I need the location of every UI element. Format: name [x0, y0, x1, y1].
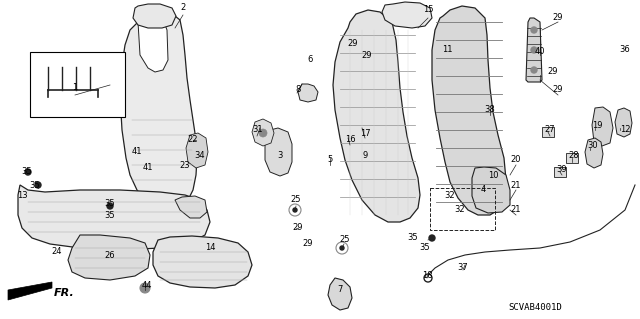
Polygon shape [328, 278, 352, 310]
Polygon shape [175, 196, 207, 218]
Text: 25: 25 [291, 196, 301, 204]
Text: 41: 41 [132, 147, 142, 157]
Text: 8: 8 [295, 85, 301, 94]
Text: 13: 13 [17, 191, 28, 201]
Circle shape [531, 67, 537, 73]
Circle shape [340, 246, 344, 250]
Text: 3: 3 [277, 151, 283, 160]
Text: 34: 34 [195, 151, 205, 160]
Polygon shape [615, 108, 632, 137]
Text: 40: 40 [535, 48, 545, 56]
Text: 28: 28 [569, 151, 579, 160]
Polygon shape [542, 127, 554, 137]
Text: 11: 11 [442, 46, 452, 55]
Text: FR.: FR. [54, 288, 75, 298]
Text: 31: 31 [253, 125, 263, 135]
Text: 2: 2 [180, 4, 186, 12]
Text: 37: 37 [458, 263, 468, 272]
Text: 29: 29 [553, 12, 563, 21]
Text: 35: 35 [29, 181, 40, 189]
Circle shape [107, 203, 113, 209]
Polygon shape [133, 4, 176, 28]
Circle shape [531, 47, 537, 53]
Text: 14: 14 [205, 243, 215, 253]
Polygon shape [68, 235, 150, 280]
Bar [430, 188, 495, 230]
Text: 32: 32 [454, 205, 465, 214]
Circle shape [429, 235, 435, 241]
Text: 16: 16 [345, 136, 355, 145]
Circle shape [35, 182, 41, 188]
Text: 29: 29 [303, 239, 313, 248]
Text: 29: 29 [362, 50, 372, 60]
Circle shape [293, 208, 297, 212]
Text: 6: 6 [307, 56, 313, 64]
Text: 20: 20 [511, 155, 521, 165]
Polygon shape [554, 167, 566, 177]
Text: 17: 17 [360, 129, 371, 137]
Polygon shape [585, 138, 603, 168]
Text: 25: 25 [340, 235, 350, 244]
Text: SCVAB4001D: SCVAB4001D [508, 303, 562, 313]
Polygon shape [120, 10, 197, 210]
Polygon shape [8, 282, 52, 300]
Polygon shape [592, 107, 613, 146]
Text: 35: 35 [105, 211, 115, 219]
Polygon shape [472, 167, 510, 213]
Polygon shape [138, 10, 168, 72]
Text: 21: 21 [511, 182, 521, 190]
Polygon shape [298, 84, 318, 102]
Text: 36: 36 [620, 46, 630, 55]
Text: 1: 1 [72, 84, 77, 93]
Text: 38: 38 [484, 106, 495, 115]
Text: 10: 10 [488, 172, 499, 181]
Polygon shape [333, 10, 420, 222]
Polygon shape [566, 153, 578, 163]
Text: 26: 26 [105, 250, 115, 259]
Text: 44: 44 [141, 280, 152, 290]
Text: 27: 27 [545, 125, 556, 135]
Text: 30: 30 [588, 140, 598, 150]
Circle shape [25, 169, 31, 175]
Circle shape [259, 129, 267, 137]
Text: 35: 35 [105, 199, 115, 209]
Polygon shape [382, 2, 432, 28]
Text: 24: 24 [52, 248, 62, 256]
Text: 12: 12 [620, 125, 630, 135]
Polygon shape [252, 119, 274, 146]
Text: 29: 29 [348, 39, 358, 48]
Polygon shape [186, 133, 208, 168]
Text: 18: 18 [422, 271, 432, 279]
Text: 29: 29 [553, 85, 563, 94]
Text: 21: 21 [511, 205, 521, 214]
Text: 41: 41 [143, 164, 153, 173]
Text: 9: 9 [362, 151, 367, 160]
Text: 19: 19 [592, 121, 602, 130]
Circle shape [531, 27, 537, 33]
Text: 32: 32 [445, 191, 455, 201]
Text: 22: 22 [188, 136, 198, 145]
Polygon shape [526, 18, 542, 82]
Text: 5: 5 [328, 155, 333, 165]
Text: 29: 29 [548, 68, 558, 77]
Text: 29: 29 [292, 224, 303, 233]
Text: 35: 35 [420, 243, 430, 253]
Polygon shape [265, 128, 292, 176]
Polygon shape [18, 185, 210, 250]
Text: 23: 23 [180, 160, 190, 169]
Polygon shape [153, 236, 252, 288]
Text: 15: 15 [423, 5, 433, 14]
Bar [30, 52, 125, 117]
Text: 4: 4 [481, 186, 486, 195]
Polygon shape [432, 6, 506, 215]
Text: 39: 39 [557, 166, 567, 174]
Text: 35: 35 [408, 234, 419, 242]
Text: 35: 35 [22, 167, 32, 176]
Circle shape [140, 283, 150, 293]
Text: 7: 7 [337, 286, 342, 294]
